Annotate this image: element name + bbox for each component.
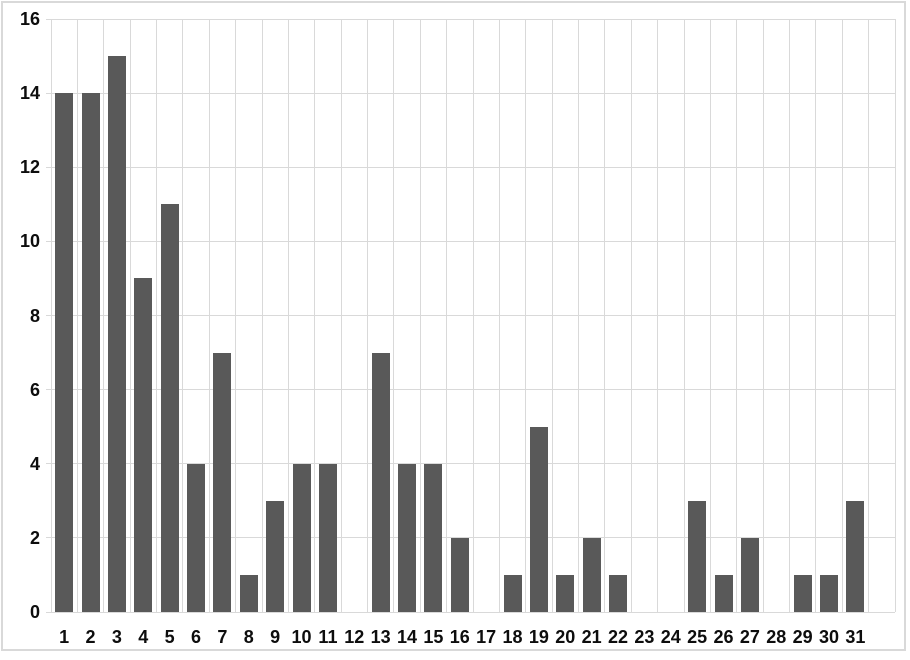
x-axis-tick-label: 9: [270, 627, 281, 647]
y-axis-tick: [46, 240, 51, 242]
bar-day-6: [187, 463, 206, 612]
y-axis-tick-label: 0: [29, 602, 40, 622]
x-axis-tick-label: 19: [528, 627, 549, 647]
x-axis-tick-label: 4: [138, 627, 149, 647]
x-axis-tick-label: 18: [502, 627, 523, 647]
bar-day-4: [134, 278, 153, 612]
y-axis-tick-label: 14: [19, 83, 40, 104]
y-axis-tick-label: 10: [19, 231, 40, 252]
bar-day-14: [398, 463, 417, 612]
y-axis-tick: [46, 463, 51, 465]
x-axis-tick-label: 14: [397, 627, 418, 647]
bar-day-29: [793, 574, 812, 612]
bar-day-10: [292, 463, 311, 612]
bar-day-18: [503, 574, 522, 612]
bar-day-27: [740, 537, 759, 612]
gridline-horizontal: [51, 389, 895, 391]
bar-day-22: [609, 574, 628, 612]
x-axis-tick-label: 8: [243, 627, 254, 647]
x-axis-tick-label: 1: [59, 627, 70, 647]
bar-day-26: [714, 574, 733, 612]
gridline-horizontal: [51, 315, 895, 316]
gridline-horizontal: [51, 18, 895, 20]
gridline-horizontal: [51, 166, 895, 168]
x-axis-tick-label: 15: [423, 627, 444, 647]
x-axis-tick-label: 2: [85, 627, 96, 647]
x-axis-tick-label: 17: [476, 627, 497, 647]
bar-day-2: [81, 93, 100, 612]
y-axis-tick: [46, 315, 51, 316]
gridline-horizontal: [51, 240, 895, 242]
x-axis-tick-label: 13: [370, 627, 391, 647]
plot-area: [50, 18, 896, 613]
x-axis-tick-label: 26: [713, 627, 734, 647]
bar-day-30: [820, 574, 839, 612]
x-axis-tick-label: 7: [217, 627, 228, 647]
bar-day-7: [213, 352, 232, 612]
x-axis-tick-label: 25: [687, 627, 708, 647]
gridline-vertical: [894, 19, 896, 612]
bar-day-8: [239, 574, 258, 612]
bar-day-11: [318, 463, 337, 612]
y-axis-tick: [46, 389, 51, 391]
x-axis-tick-label: 16: [449, 627, 470, 647]
gridline-horizontal: [51, 463, 895, 465]
x-axis-tick-label: 27: [739, 627, 760, 647]
x-axis-tick-label: 6: [191, 627, 202, 647]
y-axis-tick-label: 12: [19, 157, 40, 178]
x-axis-tick-label: 3: [111, 627, 122, 647]
y-axis-tick: [46, 611, 51, 613]
y-axis-tick: [46, 18, 51, 20]
x-axis-tick-label: 20: [555, 627, 576, 647]
bar-day-19: [529, 426, 548, 612]
y-axis-tick: [46, 92, 51, 94]
bar-day-9: [266, 500, 285, 612]
bar-day-5: [160, 204, 179, 612]
x-axis-tick-label: 31: [845, 627, 866, 647]
bar-day-16: [450, 537, 469, 612]
gridline-horizontal: [51, 92, 895, 94]
bar-day-13: [371, 352, 390, 612]
chart-area-border: [1, 1, 906, 651]
y-axis-tick-label: 16: [19, 9, 40, 29]
x-axis-tick-label: 11: [318, 627, 338, 647]
x-axis-tick-label: 12: [344, 627, 365, 647]
y-axis-tick: [46, 537, 51, 539]
bar-day-20: [556, 574, 575, 612]
x-axis-tick-label: 24: [660, 627, 681, 647]
y-axis-tick-label: 6: [29, 379, 40, 400]
bar-day-3: [107, 56, 126, 612]
x-axis-tick-label: 30: [819, 627, 840, 647]
x-axis-tick-label: 10: [291, 627, 312, 647]
y-axis-tick-label: 4: [29, 453, 40, 474]
x-axis-tick-label: 5: [164, 627, 175, 647]
x-axis-line: [51, 611, 895, 613]
gridline-horizontal: [51, 537, 895, 539]
bar-day-1: [55, 93, 74, 612]
bar-day-15: [424, 463, 443, 612]
bar-day-25: [688, 500, 707, 612]
x-axis-tick-label: 28: [766, 627, 787, 647]
y-axis-tick-label: 2: [29, 527, 40, 548]
x-axis-tick-label: 29: [792, 627, 813, 647]
y-axis-tick-label: 8: [29, 305, 40, 326]
x-axis-tick-label: 23: [634, 627, 655, 647]
y-axis-tick: [46, 166, 51, 168]
bar-day-31: [846, 500, 865, 612]
bar-day-21: [582, 537, 601, 612]
x-axis-tick-label: 21: [581, 627, 602, 647]
x-axis-tick-label: 22: [608, 627, 629, 647]
